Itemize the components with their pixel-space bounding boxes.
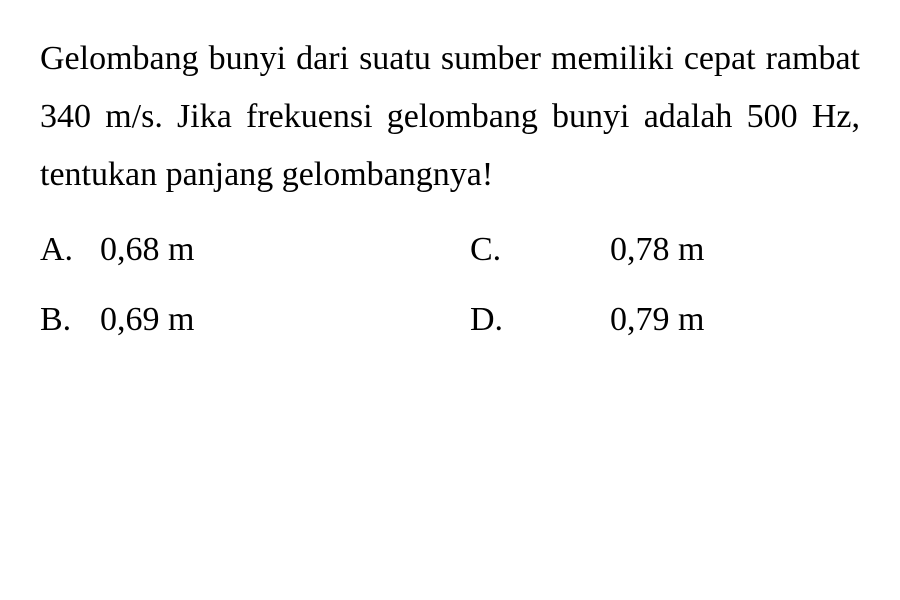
- option-c-letter: C.: [470, 223, 530, 277]
- option-a-letter: A.: [40, 223, 100, 277]
- option-b-value: 0,69 m: [100, 293, 430, 347]
- option-d: D. 0,79 m: [470, 293, 860, 347]
- option-b: B. 0,69 m: [40, 293, 430, 347]
- option-c: C. 0,78 m: [470, 223, 860, 277]
- option-b-letter: B.: [40, 293, 100, 347]
- option-a: A. 0,68 m: [40, 223, 430, 277]
- question-text: Gelombang bunyi dari suatu sumber memili…: [40, 30, 860, 203]
- options-container: A. 0,68 m C. 0,78 m B. 0,69 m D. 0,79 m: [40, 223, 860, 347]
- option-d-value: 0,79 m: [530, 293, 860, 347]
- option-c-value: 0,78 m: [530, 223, 860, 277]
- option-a-value: 0,68 m: [100, 223, 430, 277]
- option-d-letter: D.: [470, 293, 530, 347]
